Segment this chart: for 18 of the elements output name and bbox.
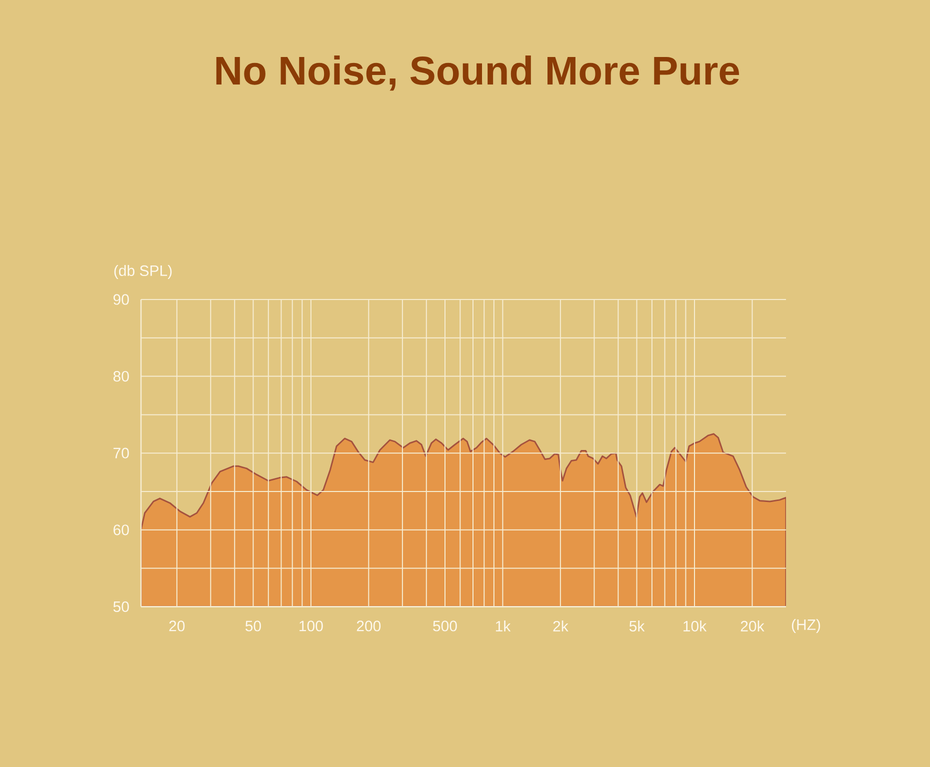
x-tick-label: 500 [433, 620, 457, 632]
x-tick-label: 50 [245, 620, 261, 632]
x-tick-label: 2k [553, 620, 568, 632]
y-axis-title: (db SPL) [114, 265, 172, 279]
x-tick-label: 20k [740, 620, 764, 632]
x-tick-label: 100 [300, 620, 323, 632]
x-tick-label: 1k [496, 620, 511, 632]
y-tick-label: 60 [114, 524, 129, 536]
x-tick-label: 5k [629, 620, 645, 632]
y-tick-label: 70 [114, 448, 129, 458]
y-tick-label: 90 [113, 294, 129, 305]
x-axis-title: (HZ) [792, 619, 820, 633]
x-tick-label: 200 [356, 620, 381, 632]
y-tick-label: 50 [113, 601, 129, 612]
x-tick-label: 10k [684, 620, 707, 632]
y-tick-label: 80 [113, 370, 129, 382]
x-tick-label: 20 [169, 620, 185, 632]
chart-title: No Noise, Sound More Pure [216, 55, 740, 91]
